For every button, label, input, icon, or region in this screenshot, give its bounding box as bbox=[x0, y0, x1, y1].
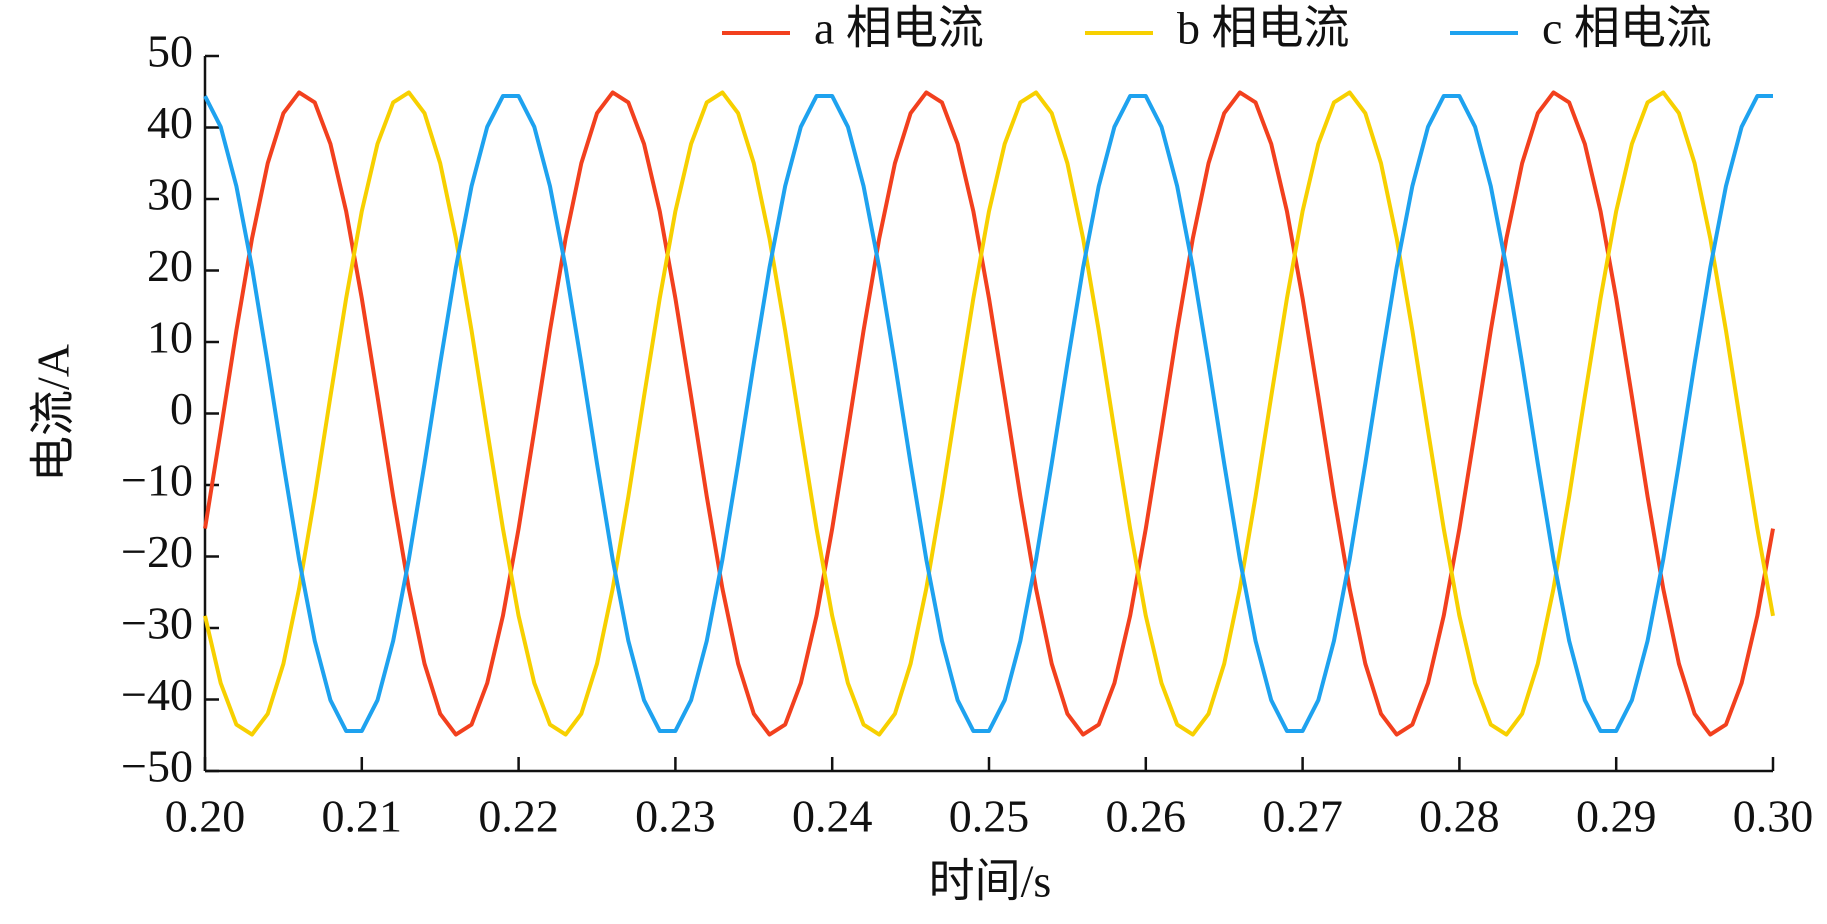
y-tick-label: 10 bbox=[147, 312, 193, 363]
y-tick-label: 20 bbox=[147, 240, 193, 291]
x-tick-label: 0.27 bbox=[1262, 791, 1343, 842]
x-tick-label: 0.20 bbox=[165, 791, 246, 842]
y-tick-label: −20 bbox=[121, 526, 193, 577]
x-tick-label: 0.26 bbox=[1106, 791, 1187, 842]
x-tick-label: 0.23 bbox=[635, 791, 716, 842]
legend-label: c 相电流 bbox=[1542, 3, 1712, 54]
x-tick-label: 0.21 bbox=[322, 791, 403, 842]
x-tick-label: 0.24 bbox=[792, 791, 873, 842]
x-tick-label: 0.30 bbox=[1733, 791, 1814, 842]
y-tick-label: 30 bbox=[147, 169, 193, 220]
series-line bbox=[203, 90, 1775, 737]
legend-label: a 相电流 bbox=[814, 3, 984, 54]
y-tick-label: 50 bbox=[147, 26, 193, 77]
y-tick-label: −40 bbox=[121, 669, 193, 720]
x-tick-label: 0.29 bbox=[1576, 791, 1657, 842]
y-tick-label: 0 bbox=[170, 383, 193, 434]
x-axis-label: 时间/s bbox=[929, 856, 1052, 907]
x-tick-label: 0.28 bbox=[1419, 791, 1500, 842]
x-tick-label: 0.25 bbox=[949, 791, 1030, 842]
y-tick-label: 40 bbox=[147, 97, 193, 148]
series-line bbox=[203, 94, 1773, 733]
y-tick-label: −10 bbox=[121, 455, 193, 506]
y-tick-label: −50 bbox=[121, 741, 193, 792]
series-line bbox=[203, 90, 1775, 737]
y-tick-label: −30 bbox=[121, 598, 193, 649]
legend-label: b 相电流 bbox=[1177, 3, 1350, 54]
y-axis-label: 电流/A bbox=[28, 344, 79, 482]
x-tick-label: 0.22 bbox=[478, 791, 559, 842]
